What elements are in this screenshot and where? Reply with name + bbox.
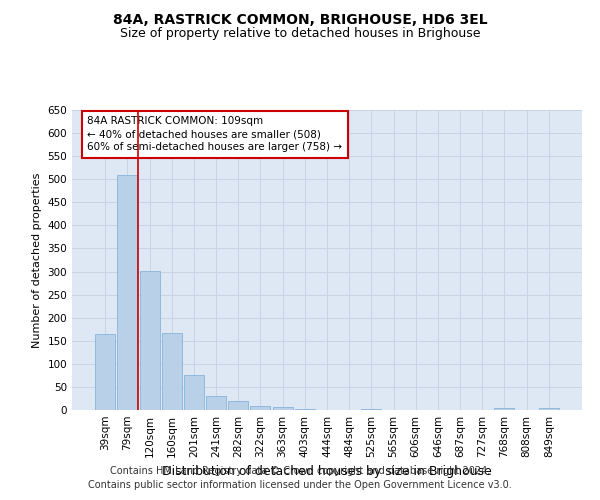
Text: Size of property relative to detached houses in Brighouse: Size of property relative to detached ho… (120, 28, 480, 40)
Bar (250, 406, 271, 410)
Bar (295, 409, 315, 410)
Y-axis label: Number of detached properties: Number of detached properties (32, 172, 42, 348)
Bar (184, 375, 204, 410)
Bar (272, 407, 293, 410)
X-axis label: Distribution of detached houses by size in Brighouse: Distribution of detached houses by size … (162, 466, 492, 478)
Bar (228, 401, 248, 410)
Text: Contains HM Land Registry data © Crown copyright and database right 2024.
Contai: Contains HM Land Registry data © Crown c… (88, 466, 512, 490)
Bar (140, 270, 160, 410)
Bar (361, 408, 382, 410)
Bar (95, 334, 115, 410)
Bar (118, 174, 137, 410)
Bar (494, 408, 514, 410)
Bar (206, 396, 226, 410)
Text: 84A, RASTRICK COMMON, BRIGHOUSE, HD6 3EL: 84A, RASTRICK COMMON, BRIGHOUSE, HD6 3EL (113, 12, 487, 26)
Bar (539, 408, 559, 410)
Text: 84A RASTRICK COMMON: 109sqm
← 40% of detached houses are smaller (508)
60% of se: 84A RASTRICK COMMON: 109sqm ← 40% of det… (88, 116, 342, 152)
Bar (162, 333, 182, 410)
